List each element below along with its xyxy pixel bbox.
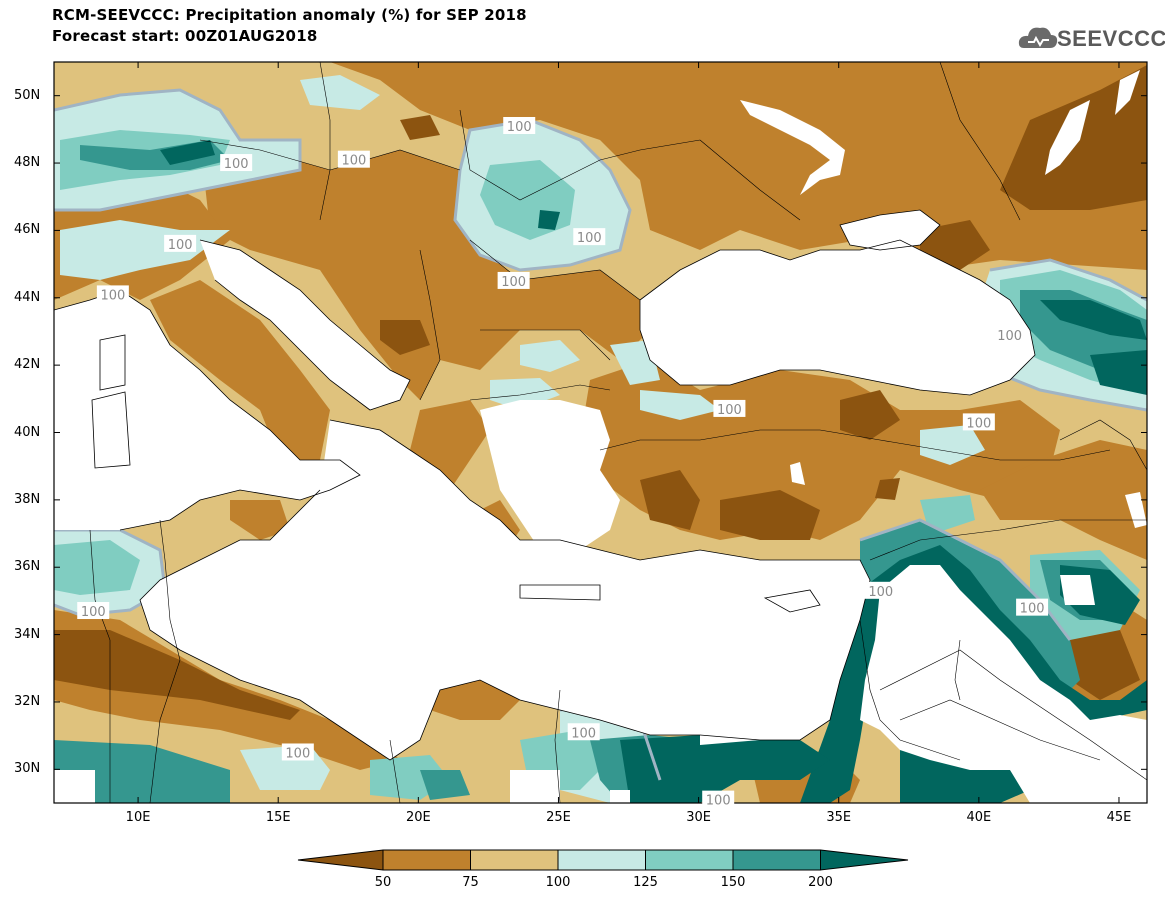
contour-label: 100	[497, 271, 530, 290]
lat-label: 44N	[14, 289, 41, 305]
svg-text:100: 100	[100, 288, 125, 303]
svg-text:100: 100	[717, 403, 742, 418]
coastlines	[54, 209, 1036, 761]
lat-label: 30N	[14, 761, 41, 777]
lat-label: 50N	[14, 87, 41, 103]
colorbar-segment	[645, 849, 734, 871]
contour-label: 100	[993, 325, 1026, 344]
contour-label: 100	[702, 790, 735, 809]
contour-label: 100	[77, 602, 110, 620]
colorbar-label: 75	[462, 875, 479, 890]
contour-label: 100	[281, 743, 314, 761]
logo: SEEVCCC	[1057, 26, 1165, 51]
colorbar-label: 50	[374, 875, 392, 890]
contour-label: 100	[567, 723, 600, 741]
svg-text:100: 100	[868, 585, 893, 600]
lat-label: 38N	[14, 491, 41, 507]
lon-label: 20E	[405, 810, 431, 825]
colorbar-segment	[470, 849, 559, 871]
colorbar	[297, 849, 909, 871]
contour-label: 100	[864, 581, 897, 600]
cloud-icon	[1018, 27, 1058, 48]
lat-label: 34N	[14, 626, 41, 642]
anomaly-below-50	[54, 65, 1147, 720]
lat-label: 42N	[14, 357, 41, 373]
contour-label: 100	[1016, 598, 1049, 617]
lat-label: 36N	[14, 559, 41, 575]
lon-label: 10E	[125, 810, 151, 825]
colorbar-segment	[732, 849, 821, 871]
lat-label: 32N	[14, 693, 41, 709]
lon-label: 25E	[546, 810, 571, 825]
lat-label: 40N	[14, 424, 41, 440]
axis-ticks	[54, 62, 1147, 803]
svg-text:100: 100	[571, 726, 596, 741]
svg-text:100: 100	[706, 794, 731, 809]
colorbar-segment	[382, 849, 471, 871]
country-borders	[89, 62, 1147, 803]
lat-label: 46N	[14, 222, 41, 238]
contour-label: 100	[164, 234, 197, 253]
lon-label: 45E	[1106, 810, 1132, 825]
svg-text:100: 100	[997, 329, 1022, 344]
svg-text:100: 100	[577, 231, 602, 246]
lat-label: 48N	[14, 155, 41, 171]
contour-labels: 100 100 100 100 100 100 100 100 100 100 100 100 100 1…	[77, 116, 1049, 809]
contour-label: 100	[573, 228, 606, 246]
colorbar-below-min	[297, 849, 384, 871]
colorbar-label: 200	[808, 875, 833, 890]
lon-label: 15E	[265, 810, 291, 825]
lon-label: 35E	[826, 810, 852, 825]
contour-label: 100	[962, 413, 995, 431]
contour-label: 100	[96, 285, 129, 303]
colorbar-above-max	[820, 849, 909, 871]
contour-label: 100	[713, 399, 746, 418]
colorbar-label: 125	[633, 875, 658, 890]
svg-text:100: 100	[1020, 602, 1045, 617]
sea-mask	[54, 70, 1147, 803]
svg-text:100: 100	[168, 238, 193, 253]
svg-text:100: 100	[966, 416, 991, 431]
svg-text:100: 100	[285, 746, 310, 761]
svg-text:100: 100	[341, 154, 366, 169]
svg-text:100: 100	[81, 605, 106, 620]
svg-text:100: 100	[224, 157, 249, 172]
lon-label: 30E	[686, 810, 711, 825]
contour-label: 100	[503, 116, 536, 135]
forecast-start-label: Forecast start: 00Z01AUG2018	[52, 27, 318, 45]
colorbar-segment	[557, 849, 646, 871]
contour-label: 100	[337, 150, 370, 169]
lon-label: 40E	[966, 810, 992, 825]
contour-label: 100	[220, 154, 253, 172]
map-title: RCM-SEEVCCC: Precipitation anomaly (%) f…	[52, 6, 527, 24]
colorbar-label: 150	[720, 875, 746, 890]
svg-text:100: 100	[507, 120, 532, 135]
colorbar-label: 100	[545, 875, 571, 890]
svg-text:100: 100	[501, 275, 526, 290]
